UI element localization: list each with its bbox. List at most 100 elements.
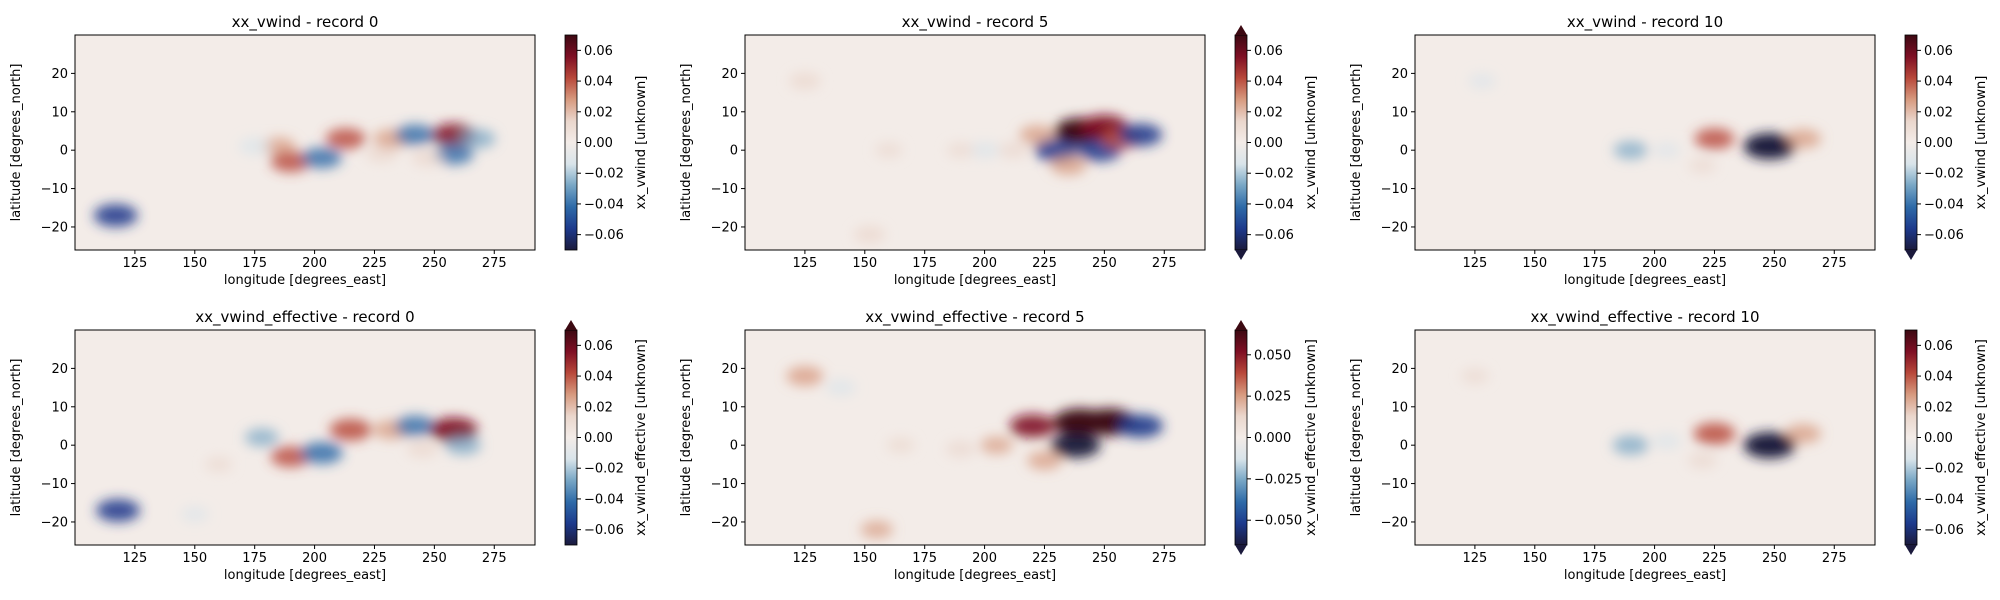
colorbar-tick-label: 0.000 (1254, 431, 1291, 446)
x-tick-label: 200 (302, 551, 327, 566)
data-feature (406, 440, 439, 458)
colorbar-tick-label: 0.02 (584, 105, 613, 120)
data-feature (1050, 432, 1101, 458)
x-tick-label: 150 (182, 551, 207, 566)
data-feature (1687, 452, 1718, 469)
y-tick-label: 20 (1391, 67, 1408, 82)
colorbar: 0.06 0.04 0.02 0.00 −0.02 −0.04 −0.06 xx_vwind … (1234, 25, 1319, 260)
y-axis-label: latitude [degrees_north] (679, 359, 694, 517)
colorbar-tick-label: −0.04 (1924, 197, 1964, 212)
colorbar-tick-label: 0.00 (1924, 136, 1953, 151)
plot-frame (1414, 329, 1876, 546)
data-feature (1785, 129, 1822, 149)
x-tick-label: 275 (1152, 551, 1177, 566)
colorbar-tick-label: 0.04 (1254, 75, 1283, 90)
colorbar-tick-label: −0.06 (1254, 228, 1294, 243)
plot-frame (74, 329, 536, 546)
y-tick-label: −10 (1381, 477, 1408, 492)
chart-title: xx_vwind - record 10 (1567, 13, 1723, 32)
colorbar-label: xx_vwind_effective [unknown] (1974, 339, 1989, 536)
x-tick-label: 250 (1762, 256, 1787, 271)
heatmap-panel: xx_vwind_effective - record 10 125 150 175 2… (1349, 308, 1989, 583)
data-feature (1050, 155, 1087, 176)
colorbar-extend-min (1235, 545, 1247, 555)
data-feature (860, 520, 894, 539)
x-tick-label: 225 (1702, 551, 1727, 566)
colorbar: 0.06 0.04 0.02 0.00 −0.02 −0.04 −0.06 xx_vwind … (564, 34, 649, 251)
chart-title: xx_vwind_effective - record 0 (195, 308, 414, 327)
colorbar-tick-label: 0.02 (584, 400, 613, 415)
colorbar-extend-min (1905, 545, 1917, 555)
x-tick-label: 275 (482, 256, 507, 271)
x-axis-label: longitude [degrees_east] (894, 273, 1056, 288)
data-feature (1694, 128, 1735, 150)
colorbar-tick-label: −0.02 (584, 462, 624, 477)
x-tick-label: 150 (852, 256, 877, 271)
y-tick-label: 10 (1391, 105, 1408, 120)
colorbar-gradient (1904, 34, 1918, 251)
colorbar: 0.06 0.04 0.02 0.00 −0.02 −0.04 −0.06 xx_vwind_… (564, 320, 649, 546)
x-tick-label: 250 (422, 551, 447, 566)
y-tick-label: 20 (51, 67, 68, 82)
colorbar-extend-min (1905, 250, 1917, 260)
data-feature (1651, 433, 1682, 450)
data-feature (825, 379, 856, 396)
y-tick-label: −20 (1381, 220, 1408, 235)
x-tick-label: 150 (1522, 551, 1547, 566)
x-tick-label: 150 (182, 256, 207, 271)
x-tick-label: 200 (972, 551, 997, 566)
colorbar-tick-label: 0.04 (584, 370, 613, 385)
x-tick-label: 175 (242, 551, 267, 566)
data-feature (93, 204, 138, 227)
data-feature (395, 415, 436, 437)
colorbar-tick-label: −0.06 (1924, 523, 1964, 538)
y-tick-label: 0 (730, 439, 738, 454)
colorbar-gradient (564, 329, 578, 546)
colorbar-label: xx_vwind_effective [unknown] (1304, 339, 1319, 536)
colorbar-gradient (564, 34, 578, 251)
colorbar-tick-label: 0.00 (584, 136, 613, 151)
data-feature (270, 151, 311, 173)
colorbar-tick-label: 0.02 (1924, 400, 1953, 415)
x-tick-label: 225 (362, 551, 387, 566)
colorbar-tick-label: −0.04 (584, 492, 624, 507)
x-tick-label: 200 (1642, 551, 1667, 566)
colorbar-tick-label: 0.025 (1254, 390, 1291, 405)
y-tick-label: 10 (721, 400, 738, 415)
colorbar-tick-label: −0.04 (1254, 197, 1294, 212)
y-tick-label: 0 (1400, 439, 1408, 454)
x-tick-label: 125 (122, 256, 147, 271)
x-tick-label: 125 (122, 551, 147, 566)
chart-title: xx_vwind_effective - record 5 (865, 308, 1084, 327)
data-feature (1612, 435, 1649, 455)
colorbar-tick-label: 0.02 (1924, 105, 1953, 120)
colorbar-extend-max (565, 320, 577, 330)
y-tick-label: −20 (711, 515, 738, 530)
x-tick-label: 250 (422, 256, 447, 271)
data-feature (96, 499, 141, 522)
y-tick-label: 0 (60, 439, 68, 454)
y-tick-label: −20 (711, 220, 738, 235)
x-tick-label: 125 (792, 551, 817, 566)
colorbar-tick-label: 0.02 (1254, 105, 1283, 120)
data-feature (238, 137, 271, 155)
x-tick-label: 225 (1702, 256, 1727, 271)
data-feature (788, 72, 821, 90)
x-tick-label: 275 (1152, 256, 1177, 271)
data-feature (270, 446, 311, 468)
x-tick-label: 175 (1582, 551, 1607, 566)
data-feature (1785, 424, 1822, 444)
data-feature (1019, 125, 1056, 145)
data-feature (244, 428, 279, 447)
data-feature (1693, 422, 1736, 445)
data-feature (365, 145, 398, 163)
y-tick-label: −10 (711, 182, 738, 197)
chart-title: xx_vwind_effective - record 10 (1530, 308, 1759, 327)
y-tick-label: 10 (721, 105, 738, 120)
colorbar-tick-label: 0.06 (1924, 44, 1953, 59)
colorbar-tick-label: 0.00 (1254, 136, 1283, 151)
x-tick-label: 225 (362, 256, 387, 271)
data-feature (1009, 414, 1056, 438)
